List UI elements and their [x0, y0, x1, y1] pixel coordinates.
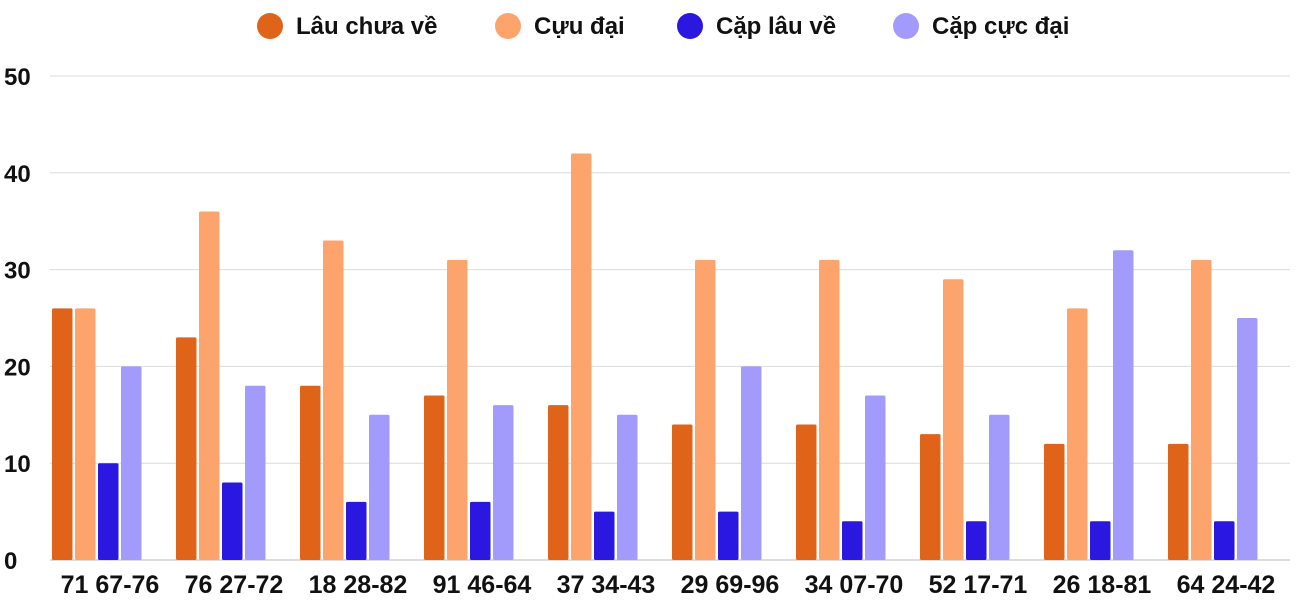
bar-lau-chua-ve-76-27-72 [176, 337, 197, 560]
bar-cuu-dai-18-28-82 [323, 240, 344, 560]
bar-lau-chua-ve-26-18-81 [1044, 443, 1065, 560]
x-tick-label: 18 28-82 [309, 571, 408, 599]
x-tick-label: 76 27-72 [185, 571, 284, 599]
bar-cap-cuc-dai-52-17-71 [989, 414, 1010, 560]
bar-cap-lau-ve-18-28-82 [346, 501, 367, 560]
x-tick-label: 91 46-64 [433, 571, 532, 599]
y-tick-label: 10 [4, 451, 31, 478]
legend-item-cap-lau-ve: Cặp lâu về [677, 13, 836, 40]
bar-cap-lau-ve-37-34-43 [594, 511, 615, 560]
legend-label: Cựu đại [534, 13, 625, 40]
bar-cap-lau-ve-29-69-96 [718, 511, 739, 560]
bar-cap-lau-ve-76-27-72 [222, 482, 243, 560]
bar-lau-chua-ve-71-67-76 [52, 308, 73, 560]
chart-legend: Lâu chưa về Cựu đại Cặp lâu về Cặp cực đại [257, 13, 1069, 40]
bar-cap-cuc-dai-18-28-82 [369, 414, 390, 560]
bar-cuu-dai-64-24-42 [1191, 259, 1212, 560]
y-tick-label: 20 [4, 354, 31, 381]
bar-lau-chua-ve-91-46-64 [424, 395, 445, 560]
y-tick-label: 40 [4, 161, 31, 188]
y-tick-label: 0 [4, 548, 17, 575]
bar-cuu-dai-52-17-71 [943, 279, 964, 560]
bar-cap-cuc-dai-37-34-43 [617, 414, 638, 560]
bar-lau-chua-ve-29-69-96 [672, 424, 693, 560]
bar-cap-cuc-dai-91-46-64 [493, 405, 514, 560]
legend-marker-icon [257, 13, 283, 39]
bar-cap-cuc-dai-64-24-42 [1237, 318, 1258, 560]
bar-cap-lau-ve-71-67-76 [98, 463, 119, 560]
bar-cap-lau-ve-52-17-71 [966, 521, 987, 560]
legend-item-cap-cuc-dai: Cặp cực đại [893, 13, 1069, 40]
bar-cuu-dai-37-34-43 [571, 153, 592, 560]
x-tick-label: 37 34-43 [557, 571, 656, 599]
x-tick-label: 34 07-70 [805, 571, 904, 599]
x-axis-ticks: 71 67-76 76 27-72 18 28-82 91 46-64 37 34-43… [61, 571, 1276, 599]
bar-cuu-dai-91-46-64 [447, 259, 468, 560]
y-tick-label: 50 [4, 64, 31, 91]
legend-label: Cặp lâu về [716, 13, 836, 40]
bar-cuu-dai-71-67-76 [75, 308, 96, 560]
bar-cap-cuc-dai-76-27-72 [245, 385, 266, 560]
bar-cuu-dai-26-18-81 [1067, 308, 1088, 560]
y-axis-ticks: 0 10 20 30 40 50 [4, 64, 31, 575]
legend-item-cuu-dai: Cựu đại [495, 13, 625, 40]
legend-marker-icon [495, 13, 521, 39]
bar-lau-chua-ve-18-28-82 [300, 385, 321, 560]
bar-cap-cuc-dai-26-18-81 [1113, 250, 1134, 561]
legend-marker-icon [677, 13, 703, 39]
legend-item-lau-chua-ve: Lâu chưa về [257, 13, 437, 40]
x-tick-label: 29 69-96 [681, 571, 780, 599]
bar-lau-chua-ve-52-17-71 [920, 434, 941, 560]
bar-cap-cuc-dai-29-69-96 [741, 366, 762, 560]
x-tick-label: 52 17-71 [929, 571, 1028, 599]
bar-lau-chua-ve-34-07-70 [796, 424, 817, 560]
legend-label: Lâu chưa về [296, 13, 437, 40]
bar-cap-lau-ve-26-18-81 [1090, 521, 1111, 560]
legend-label: Cặp cực đại [932, 13, 1069, 40]
x-tick-label: 71 67-76 [61, 571, 160, 599]
y-tick-label: 30 [4, 258, 31, 285]
bar-cuu-dai-76-27-72 [199, 211, 220, 560]
legend-marker-icon [893, 13, 919, 39]
bar-cuu-dai-29-69-96 [695, 259, 716, 560]
bar-cap-lau-ve-64-24-42 [1214, 521, 1235, 560]
bar-lau-chua-ve-37-34-43 [548, 405, 569, 560]
bar-cap-lau-ve-91-46-64 [470, 501, 491, 560]
bar-cap-lau-ve-34-07-70 [842, 521, 863, 560]
chart-bars [52, 153, 1258, 561]
bar-cuu-dai-34-07-70 [819, 259, 840, 560]
x-tick-label: 26 18-81 [1053, 571, 1152, 599]
bar-lau-chua-ve-64-24-42 [1168, 443, 1189, 560]
bar-cap-cuc-dai-71-67-76 [121, 366, 142, 560]
x-tick-label: 64 24-42 [1177, 571, 1276, 599]
bar-cap-cuc-dai-34-07-70 [865, 395, 886, 560]
